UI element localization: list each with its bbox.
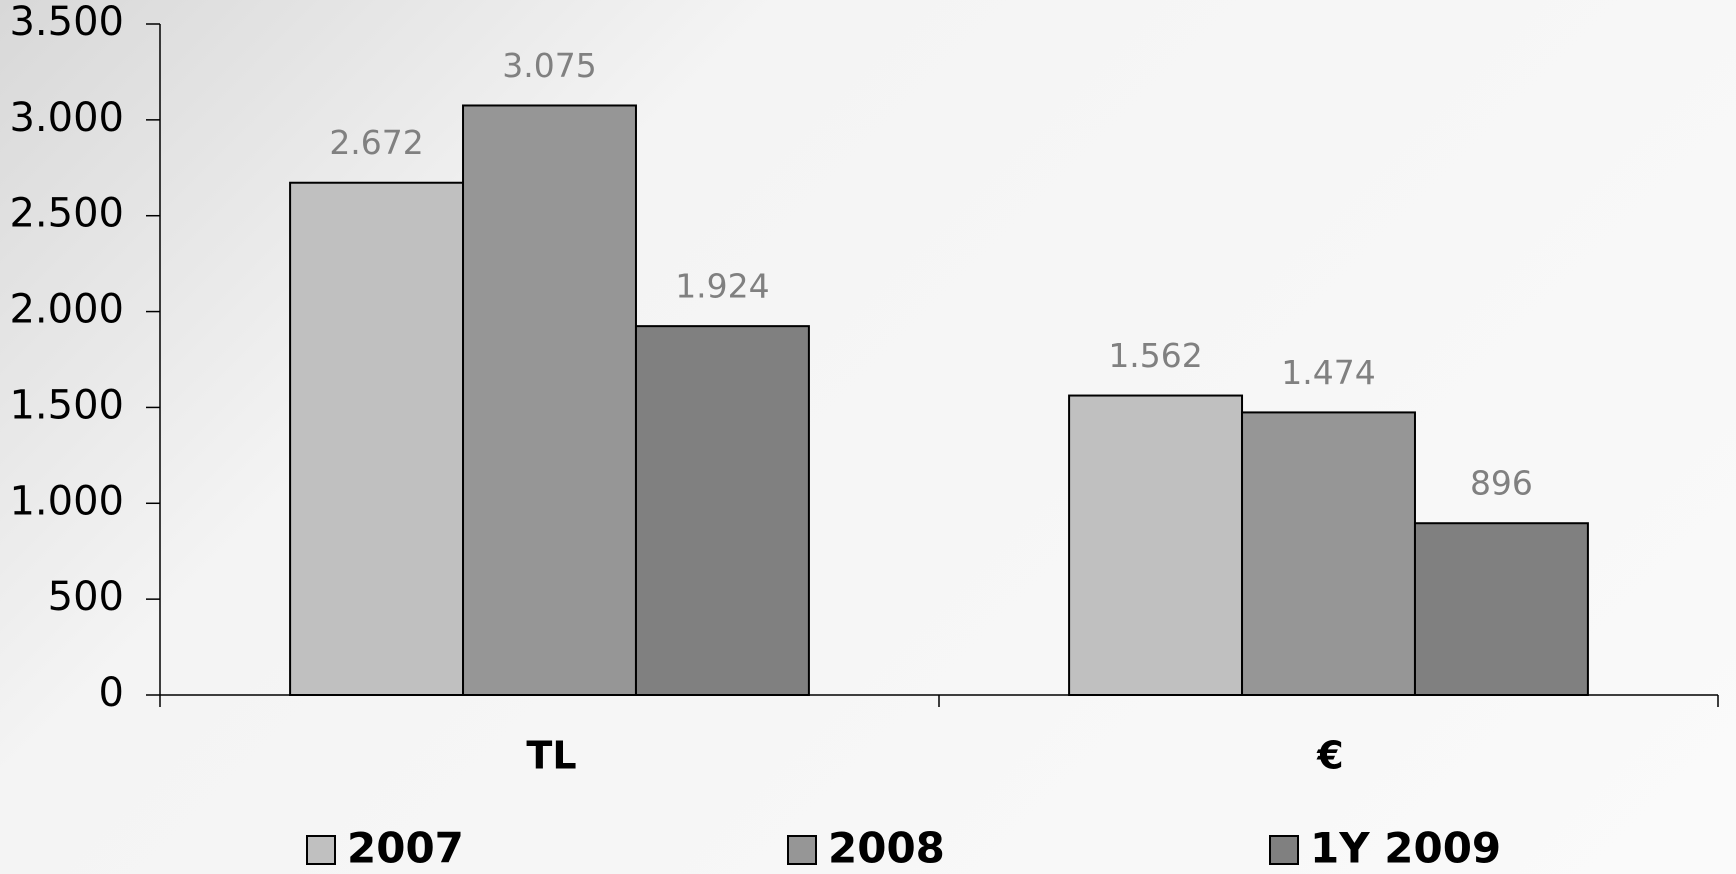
- value-label: 2.672: [329, 123, 423, 162]
- bar: [462, 104, 637, 696]
- x-tick-label: €: [1316, 734, 1343, 778]
- y-tick-label: 1.500: [9, 382, 124, 428]
- value-label: 896: [1470, 464, 1533, 503]
- bar: [1068, 394, 1244, 696]
- bar: [1241, 411, 1416, 696]
- legend-swatch: [306, 835, 336, 865]
- x-tick-label: TL: [526, 734, 576, 778]
- value-label: 1.474: [1281, 353, 1375, 392]
- y-tick-label: 3.000: [9, 95, 124, 141]
- y-tick-label: 2.500: [9, 191, 124, 237]
- bar: [1413, 522, 1589, 696]
- legend-swatch: [787, 835, 817, 865]
- y-tick-label: 1.000: [9, 478, 124, 524]
- legend-swatch: [1269, 835, 1299, 865]
- value-label: 1.562: [1108, 336, 1202, 375]
- legend-label: 2007: [347, 824, 464, 873]
- y-tick-label: 3.500: [9, 0, 124, 45]
- legend-label: 2008: [828, 824, 945, 873]
- y-tick-label: 500: [48, 574, 124, 620]
- bar: [289, 181, 465, 696]
- value-label: 3.075: [502, 46, 596, 85]
- y-tick-label: 2.000: [9, 287, 124, 333]
- y-tick-label: 0: [99, 670, 124, 716]
- bar: [634, 325, 810, 696]
- legend-label: 1Y 2009: [1310, 824, 1501, 873]
- value-label: 1.924: [675, 267, 769, 306]
